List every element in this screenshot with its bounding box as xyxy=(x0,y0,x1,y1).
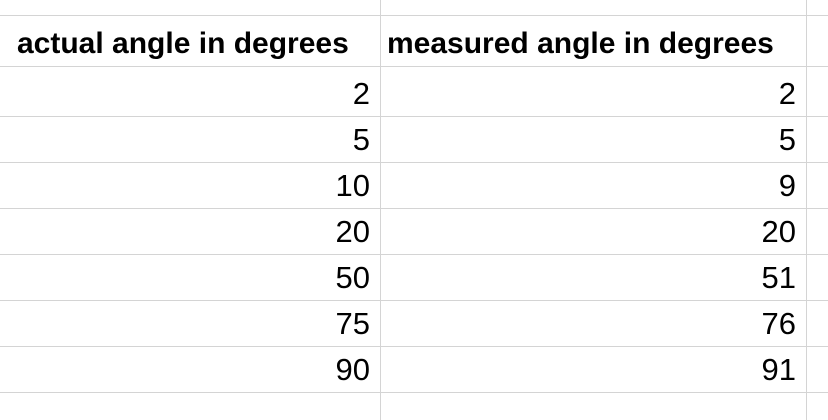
column-divider xyxy=(806,0,807,420)
cell-measured-angle[interactable]: 9 xyxy=(778,168,796,203)
table-row: 5 5 xyxy=(0,117,828,163)
cell-measured-angle[interactable]: 5 xyxy=(778,122,796,157)
table-row xyxy=(0,0,828,16)
cell-actual-angle[interactable]: 5 xyxy=(352,122,370,157)
header-row: actual angle in degrees measured angle i… xyxy=(0,21,828,67)
table-row: 10 9 xyxy=(0,163,828,209)
table-row: 90 91 xyxy=(0,347,828,393)
header-cell-measured-angle[interactable]: measured angle in degrees xyxy=(387,27,774,60)
cell-measured-angle[interactable]: 76 xyxy=(761,306,796,341)
cell-actual-angle[interactable]: 20 xyxy=(335,214,370,249)
cell-actual-angle[interactable]: 50 xyxy=(335,260,370,295)
cell-actual-angle[interactable]: 90 xyxy=(335,352,370,387)
table-row: 2 2 xyxy=(0,71,828,117)
cell-measured-angle[interactable]: 51 xyxy=(761,260,796,295)
table-row: 75 76 xyxy=(0,301,828,347)
cell-measured-angle[interactable]: 20 xyxy=(761,214,796,249)
cell-actual-angle[interactable]: 10 xyxy=(335,168,370,203)
column-divider xyxy=(380,0,381,420)
cell-actual-angle[interactable]: 75 xyxy=(335,306,370,341)
table-row xyxy=(0,393,828,420)
header-cell-actual-angle[interactable]: actual angle in degrees xyxy=(17,27,349,60)
table-row: 20 20 xyxy=(0,209,828,255)
cell-measured-angle[interactable]: 91 xyxy=(761,352,796,387)
cell-actual-angle[interactable]: 2 xyxy=(352,76,370,111)
cell-measured-angle[interactable]: 2 xyxy=(778,76,796,111)
table-row: 50 51 xyxy=(0,255,828,301)
